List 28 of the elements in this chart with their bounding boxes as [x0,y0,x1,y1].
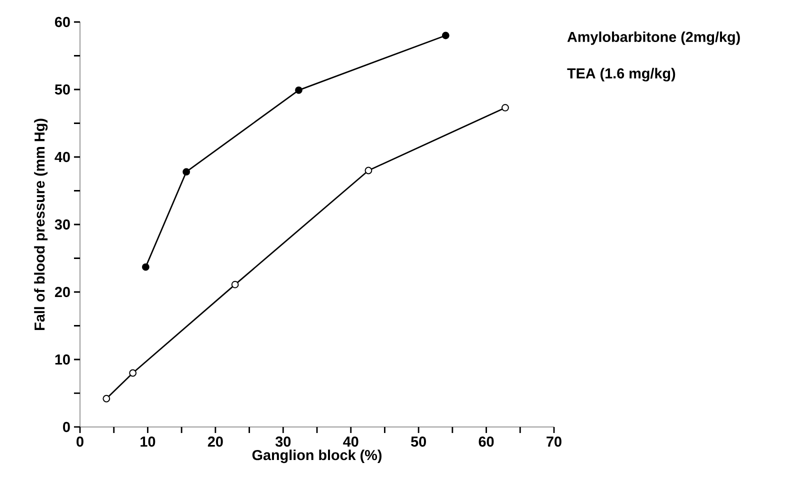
point [502,104,509,112]
x-tick-label: 70 [546,436,562,447]
point [102,394,110,402]
y-tick-label: 0 [63,422,70,432]
y-axis-title: Fall of blood pressure (mm Hg) [34,118,48,330]
text: Amylobarbitone (2mg/kg) [567,31,740,45]
point [231,280,239,288]
x-tick-label: 10 [140,436,156,447]
point [182,168,190,176]
x-axis-title: Ganglion block (%) [252,450,382,464]
text: TEA (1.6 mg/kg) [567,68,676,82]
x-tick-label: 40 [343,436,358,447]
y-tick-label: 30 [54,219,70,230]
point [295,86,302,94]
x-tick-label: 0 [76,436,84,447]
x-tick-label: 30 [275,436,291,447]
y-tick-label: 60 [54,16,70,28]
y-tick-label: 20 [54,286,70,298]
y-tick-label: 40 [54,152,70,162]
point [142,263,150,271]
x-tick-label: 20 [208,436,223,447]
x-tick-label: 60 [478,436,494,447]
point [129,369,137,377]
point [442,32,450,40]
y-tick-label: 10 [55,354,70,365]
point [364,166,372,174]
x-tick-label: 50 [411,436,426,447]
y-tick-label: 50 [54,84,70,95]
